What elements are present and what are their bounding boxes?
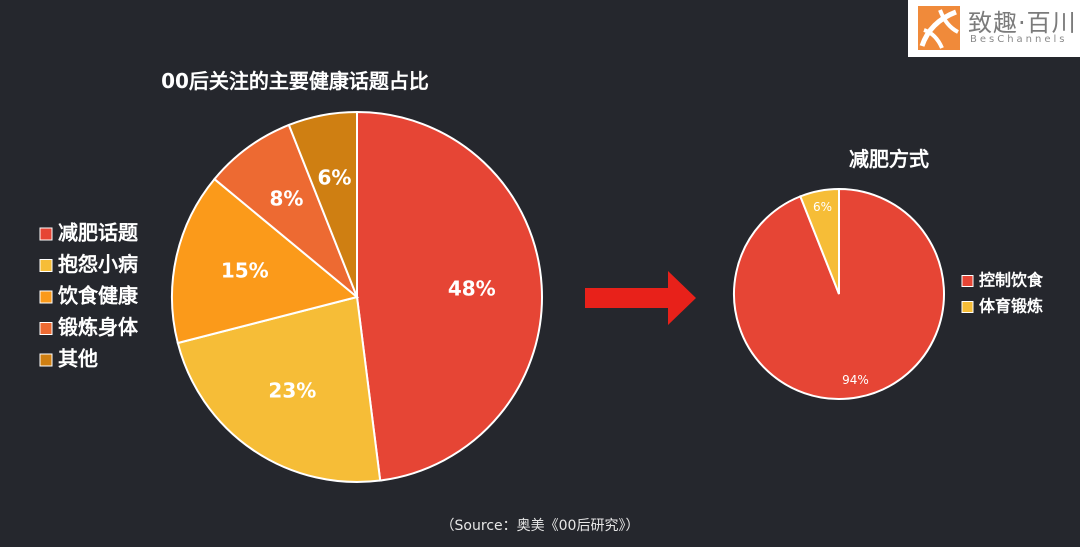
pie-slice-label-4: 8% bbox=[269, 186, 303, 210]
pie-slice-1 bbox=[356, 110, 543, 482]
brand-logo: 致趣·百川 BesChannels bbox=[908, 0, 1080, 57]
legend-label-2: 体育锻炼 bbox=[979, 297, 1043, 316]
pie-weight-loss bbox=[733, 187, 945, 400]
pie-slice-4 bbox=[213, 123, 358, 298]
arrow-icon bbox=[585, 271, 696, 325]
legend-swatch-2 bbox=[961, 301, 974, 313]
legend-label-1: 减肥话题 bbox=[58, 221, 139, 245]
legend-swatch-3 bbox=[39, 290, 53, 304]
pie-slice-label-5: 6% bbox=[318, 166, 352, 190]
pie-slice-3 bbox=[171, 177, 360, 345]
pie-slice-5 bbox=[287, 110, 358, 298]
legend-swatch-4 bbox=[39, 322, 53, 335]
pie-slice-label-1: 48% bbox=[448, 276, 496, 300]
legend-swatch-5 bbox=[39, 353, 53, 367]
legend-label-5: 其他 bbox=[58, 347, 98, 371]
source-note: （Source：奥美《00后研究》） bbox=[440, 518, 640, 534]
brand-subtitle: BesChannels bbox=[970, 34, 1068, 45]
legend-label-4: 锻炼身体 bbox=[58, 315, 139, 339]
legend-swatch-2 bbox=[39, 259, 53, 272]
pie-slice-2 bbox=[176, 295, 382, 483]
pie-health-topics bbox=[171, 110, 543, 483]
legend-label-3: 饮食健康 bbox=[57, 284, 139, 308]
pie-weight-loss-labels: 94% 6% bbox=[813, 200, 869, 387]
pie-slice-label-2: 23% bbox=[268, 379, 316, 403]
pie-slice-label-3: 15% bbox=[221, 258, 269, 282]
brand-name: 致趣·百川 bbox=[968, 9, 1077, 37]
chart-title-health-topics: 00后关注的主要健康话题占比 bbox=[161, 69, 429, 93]
pie-slice-label-1: 94% bbox=[842, 373, 869, 387]
pie-slice-2 bbox=[799, 187, 840, 295]
pie-slice-label-2: 6% bbox=[813, 200, 832, 214]
legend-swatch-1 bbox=[39, 227, 53, 241]
chart-title-weight-loss: 减肥方式 bbox=[849, 147, 929, 171]
legend-label-1: 控制饮食 bbox=[979, 271, 1044, 290]
brand-mark-icon bbox=[918, 6, 960, 50]
legend-label-2: 抱怨小病 bbox=[58, 252, 138, 276]
legend-swatch-1 bbox=[961, 275, 974, 287]
pie-health-topics-labels: 48% 23% 15% 8% 6% bbox=[221, 166, 496, 403]
